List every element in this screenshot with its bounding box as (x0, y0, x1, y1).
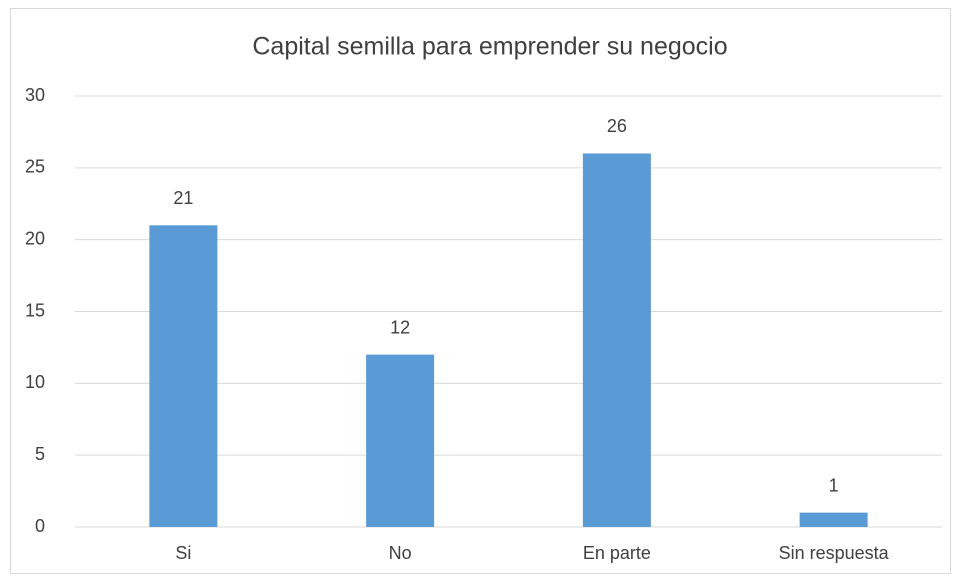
bar (149, 225, 218, 528)
y-tick-label: 15 (25, 300, 45, 320)
data-label: 26 (607, 116, 627, 136)
x-tick-label: En parte (583, 543, 651, 563)
y-tick-label: 5 (35, 444, 45, 464)
bar (799, 512, 868, 527)
x-tick-label: No (389, 543, 412, 563)
data-label: 12 (390, 317, 410, 337)
data-label: 21 (173, 188, 193, 208)
y-tick-label: 0 (35, 516, 45, 536)
chart-title: Capital semilla para emprender su negoci… (252, 33, 727, 61)
y-tick-label: 20 (25, 228, 45, 248)
bar (366, 354, 435, 527)
y-tick-label: 25 (25, 157, 45, 177)
x-tick-label: Si (175, 543, 191, 563)
y-tick-label: 30 (25, 85, 45, 105)
data-label: 1 (829, 475, 839, 495)
y-tick-label: 10 (25, 372, 45, 392)
bar (582, 153, 651, 527)
x-tick-label: Sin respuesta (779, 543, 890, 563)
